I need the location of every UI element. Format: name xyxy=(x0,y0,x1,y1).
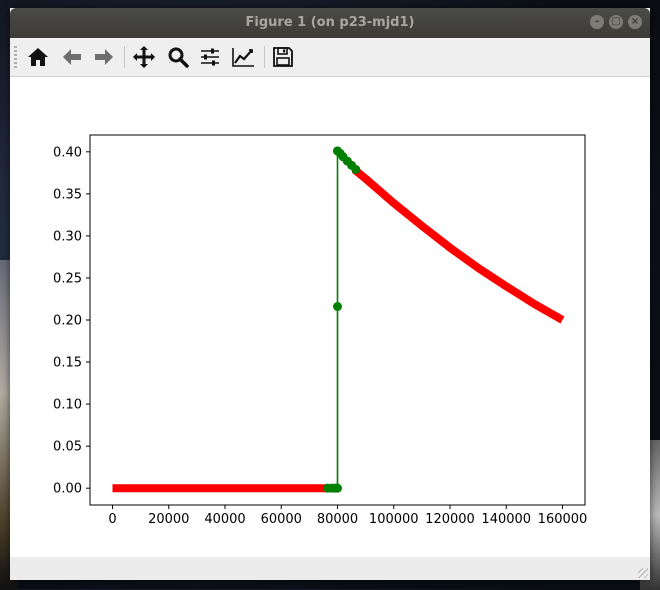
x-tick-label: 120000 xyxy=(425,512,475,527)
figure-canvas[interactable]: 0 20000 40000 60000 80000 100000 120000 140000 1… xyxy=(10,77,650,557)
x-tick-label: 20000 xyxy=(148,512,189,527)
arrow-left-icon xyxy=(63,49,81,65)
save-icon xyxy=(273,47,293,67)
toolbar-separator xyxy=(124,46,125,68)
x-tick-label: 0 xyxy=(108,512,116,527)
configure-subplots-button[interactable] xyxy=(196,44,224,70)
forward-button[interactable] xyxy=(90,44,118,70)
toolbar-grip[interactable] xyxy=(14,46,17,68)
move-icon xyxy=(133,46,155,68)
x-axis: 0 20000 40000 60000 80000 100000 120000 140000 1… xyxy=(108,505,587,527)
home-button[interactable] xyxy=(24,44,52,70)
x-tick-label: 60000 xyxy=(261,512,302,527)
x-tick-label: 140000 xyxy=(481,512,531,527)
y-tick-label: 0.00 xyxy=(53,482,82,497)
series-line-2 xyxy=(327,149,357,490)
pan-button[interactable] xyxy=(130,44,158,70)
home-icon xyxy=(28,48,48,66)
series-point xyxy=(333,302,342,312)
title-bar[interactable]: Figure 1 (on p23-mjd1) – □ × xyxy=(10,8,650,38)
y-axis: 0.00 0.05 0.10 0.15 0.20 0.25 0.30 0.35 0.40 xyxy=(53,145,90,497)
y-tick-label: 0.40 xyxy=(53,145,82,160)
zoom-button[interactable] xyxy=(164,44,192,70)
x-tick-label: 160000 xyxy=(538,512,588,527)
navigation-toolbar xyxy=(10,38,650,77)
y-tick-label: 0.05 xyxy=(53,440,82,455)
arrow-right-icon xyxy=(95,49,113,65)
window-title: Figure 1 (on p23-mjd1) xyxy=(245,15,415,30)
chart-line-icon xyxy=(232,48,254,67)
y-tick-label: 0.25 xyxy=(53,271,82,286)
sliders-icon xyxy=(201,48,219,66)
minimize-button[interactable]: – xyxy=(590,15,604,29)
resize-grip[interactable] xyxy=(638,568,648,578)
series-point xyxy=(351,164,361,174)
toolbar-separator xyxy=(264,46,265,68)
x-tick-label: 80000 xyxy=(317,512,358,527)
y-tick-label: 0.35 xyxy=(53,187,82,202)
window-controls: – □ × xyxy=(590,15,642,29)
back-button[interactable] xyxy=(58,44,86,70)
plot-area[interactable]: 0 20000 40000 60000 80000 100000 120000 140000 1… xyxy=(10,77,650,557)
x-tick-label: 40000 xyxy=(204,512,245,527)
series-line-1 xyxy=(351,166,565,324)
close-button[interactable]: × xyxy=(628,15,642,29)
figure-window: Figure 1 (on p23-mjd1) – □ × xyxy=(10,8,650,580)
y-tick-label: 0.15 xyxy=(53,356,82,371)
search-icon xyxy=(168,47,189,68)
y-tick-label: 0.30 xyxy=(53,229,82,244)
status-bar xyxy=(10,557,650,580)
x-tick-label: 100000 xyxy=(369,512,419,527)
save-button[interactable] xyxy=(269,44,297,70)
y-tick-label: 0.20 xyxy=(53,314,82,329)
edit-axes-button[interactable] xyxy=(229,44,257,70)
y-tick-label: 0.10 xyxy=(53,398,82,413)
series-point xyxy=(333,483,342,493)
maximize-button[interactable]: □ xyxy=(609,15,623,29)
series-layer xyxy=(112,146,565,493)
